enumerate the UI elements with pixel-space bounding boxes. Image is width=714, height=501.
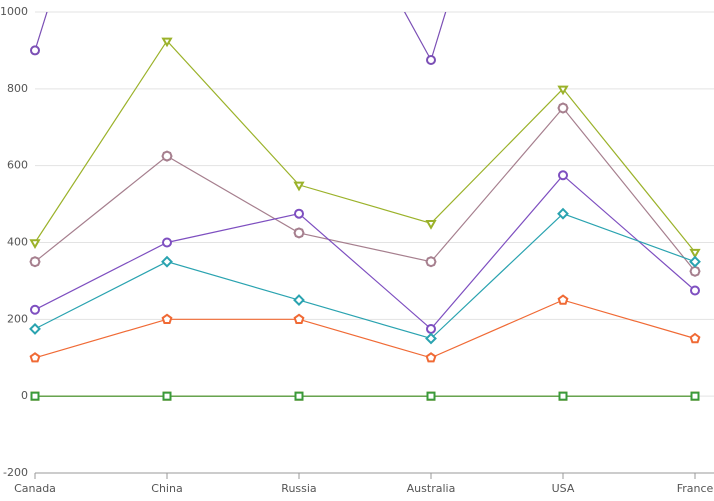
y-tick-label: -200 (3, 466, 28, 479)
y-tick-label: 600 (7, 159, 28, 172)
marker (29, 239, 41, 249)
grid (34, 11, 714, 479)
x-tick-label: China (151, 482, 182, 495)
x-tick-label: Canada (14, 482, 56, 495)
marker (161, 313, 173, 324)
marker (557, 207, 569, 220)
marker (557, 294, 569, 305)
marker (30, 304, 40, 315)
series-line (34, 213, 696, 340)
x-tick-label: France (677, 482, 714, 495)
marker (161, 37, 173, 48)
marker (425, 332, 437, 345)
marker (689, 332, 701, 344)
marker (293, 294, 305, 307)
labels: -200 0 200 400 600 800 1000 Canada China Russia Au… (0, 5, 714, 495)
marker (689, 255, 701, 268)
marker (161, 255, 173, 268)
marker (558, 170, 568, 181)
series-line (34, 12, 447, 62)
marker (161, 150, 173, 162)
marker (426, 323, 436, 334)
marker (558, 391, 568, 401)
marker (293, 227, 305, 239)
marker (425, 352, 437, 363)
marker (425, 256, 437, 268)
series-line (34, 174, 696, 330)
marker (30, 391, 40, 401)
marker (294, 391, 304, 401)
marker (162, 391, 172, 401)
marker (557, 102, 569, 114)
marker (29, 256, 41, 268)
marker (689, 248, 701, 259)
marker (690, 391, 700, 401)
y-tick-label: 800 (7, 82, 28, 95)
marker (29, 352, 41, 363)
marker (293, 313, 305, 324)
series-line (34, 39, 696, 253)
marker (294, 208, 304, 219)
marker (426, 391, 436, 401)
series-line (34, 299, 696, 359)
marker (162, 237, 172, 248)
marker (30, 45, 40, 56)
marker (426, 55, 436, 66)
x-tick-label: USA (552, 482, 575, 495)
x-tick-label: Australia (407, 482, 456, 495)
marker (425, 220, 437, 230)
y-tick-label: 400 (7, 236, 28, 249)
plot-area (29, 12, 701, 401)
y-tick-label: 1000 (0, 5, 28, 18)
series-line (34, 107, 696, 272)
marker (29, 322, 41, 335)
x-tick-label: Russia (281, 482, 316, 495)
marker (690, 285, 700, 296)
marker (293, 181, 305, 192)
marker (689, 265, 701, 277)
marker (557, 85, 569, 96)
y-tick-label: 200 (7, 312, 28, 325)
y-tick-label: 0 (21, 389, 28, 402)
